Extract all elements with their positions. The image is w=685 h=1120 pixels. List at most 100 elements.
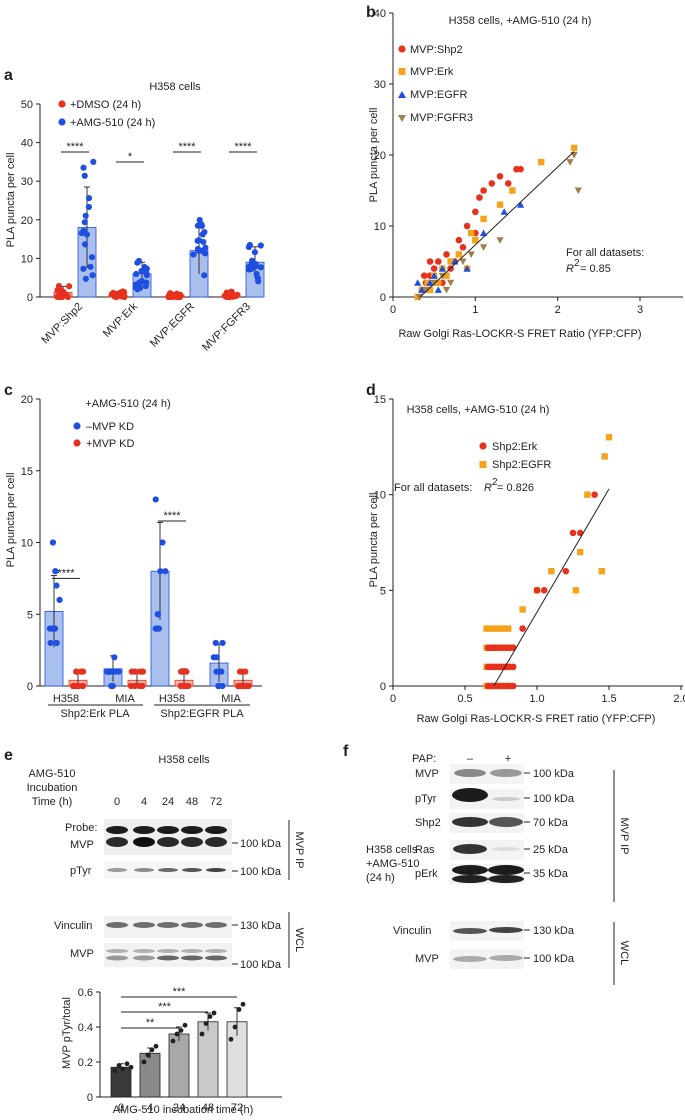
blot-band <box>157 922 179 928</box>
blot-row-label: pTyr <box>415 793 437 805</box>
data-point <box>211 1010 217 1016</box>
blot-band <box>158 868 178 872</box>
panel-d-xtick-label: 1.0 <box>529 693 544 705</box>
data-point <box>219 682 226 690</box>
scatter-point-shp2-erk <box>591 491 598 498</box>
panel-a-ytick-label: 0 <box>27 292 33 304</box>
wcl-mvp-label: MVP <box>70 948 94 960</box>
panel-label-a: a <box>4 67 13 84</box>
x-tick-label: MVP:Erk <box>101 300 141 340</box>
data-point <box>202 244 209 251</box>
scatter-point-MVP:FGFR3 <box>570 152 578 159</box>
panel-d-ytick-label: 10 <box>374 490 386 502</box>
panel-c-title: +AMG-510 (24 h) <box>85 398 170 410</box>
group-label: Shp2:Erk PLA <box>60 708 130 720</box>
data-point <box>66 283 73 290</box>
panel-a-chart: H358 cells PLA puncta per cell +DMSO (24… <box>5 81 265 354</box>
scatter-point-MVP:Erk <box>570 144 578 152</box>
data-point <box>212 639 219 647</box>
panel-a-ytick-label: 10 <box>21 253 33 265</box>
data-point <box>201 272 208 279</box>
blot-band <box>452 875 488 883</box>
x-tick-label: 72 <box>231 1102 243 1114</box>
scatter-point-shp2-erk <box>562 567 570 575</box>
x-tick-label: MIA <box>115 693 135 705</box>
scatter-point-shp2-egfr <box>584 491 591 498</box>
scatter-point-MVP:EGFR <box>517 201 525 208</box>
scatter-point-MVP:Shp2 <box>488 180 496 187</box>
data-point <box>120 1066 126 1072</box>
blot-band <box>133 949 155 953</box>
data-point <box>218 668 225 675</box>
panel-e-ip-label: MVP IP <box>293 831 305 868</box>
scatter-point-MVP:FGFR3 <box>574 187 582 195</box>
panel-b-ytick-label: 20 <box>374 150 386 162</box>
kda-label-2: 100 kDa <box>240 866 282 878</box>
legend-marker-shp2-egfr <box>479 461 487 468</box>
data-point <box>174 1031 180 1037</box>
data-point <box>182 1022 188 1028</box>
scatter-point-shp2-egfr <box>598 568 605 575</box>
scatter-point-MVP:Shp2 <box>434 258 442 265</box>
blot-band <box>205 837 227 847</box>
blot-band <box>452 865 488 875</box>
x-tick-label: 0 <box>118 1102 124 1114</box>
scatter-point-MVP:Shp2 <box>472 208 479 216</box>
panel-f-cells-3: (24 h) <box>366 872 395 884</box>
panel-d-ytick-label: 5 <box>380 585 386 597</box>
data-point <box>136 279 143 286</box>
kda-label-3: 130 kDa <box>240 920 282 932</box>
scatter-point-shp2-erk <box>519 625 526 632</box>
scatter-point-shp2-erk <box>509 682 517 690</box>
significance-label: ** <box>146 1017 155 1029</box>
scatter-point-shp2-erk <box>490 644 498 652</box>
blot-band <box>133 826 155 834</box>
panel-c-ylabel: PLA puncta per cell <box>5 473 17 568</box>
panel-b-annotation-2: = 0.85 <box>580 263 611 275</box>
blot-band <box>490 769 522 777</box>
panel-b-xtick-label: 2 <box>555 304 561 316</box>
data-point <box>49 539 57 546</box>
significance-label: **** <box>163 510 181 522</box>
data-point <box>190 251 197 258</box>
scatter-point-MVP:Erk <box>538 158 545 166</box>
legend-marker-mvp-egfr <box>398 91 406 98</box>
panel-e-header-3: Time (h) <box>32 796 73 808</box>
panel-a-ytick-label: 50 <box>21 99 33 111</box>
blot-row-label: MVP <box>415 953 439 965</box>
panel-b-r2-superscript: 2 <box>574 258 580 269</box>
data-point <box>111 668 119 675</box>
panel-d-r2-superscript: 2 <box>492 477 498 488</box>
data-point <box>162 568 169 575</box>
legend-label-plus-kd: +MVP KD <box>86 438 134 450</box>
blot-band <box>489 817 523 827</box>
panel-e-blots: H358 cells AMG-510 Incubation Time (h) 0… <box>27 754 305 971</box>
panel-e-quant-ytick-label: 0 <box>87 1092 93 1104</box>
data-point <box>153 1043 159 1049</box>
panel-d-r2-symbol: R <box>484 482 492 494</box>
pap-plus: + <box>505 753 511 765</box>
scatter-point-shp2-egfr <box>519 606 526 613</box>
panel-b-ytick-label: 30 <box>374 79 386 91</box>
legend-marker-amg <box>58 118 66 126</box>
panel-c-ytick-label: 0 <box>27 681 33 693</box>
kda-label-1: 100 kDa <box>240 838 282 850</box>
scatter-point-MVP:EGFR <box>418 286 426 293</box>
scatter-point-MVP:Erk <box>455 251 463 258</box>
blot-band <box>488 875 524 883</box>
blot-band <box>107 868 127 872</box>
data-point <box>85 195 93 202</box>
blot-row-label: Shp2 <box>415 817 441 829</box>
data-point <box>196 216 203 224</box>
data-point <box>128 1064 134 1070</box>
data-point <box>177 682 184 690</box>
data-point <box>53 582 60 589</box>
legend-marker-mvp-shp2 <box>398 45 406 53</box>
blot-strip-MVP <box>450 764 524 784</box>
data-point <box>141 1059 147 1065</box>
blot-band <box>157 955 179 961</box>
ptyr-label: pTyr <box>70 865 92 877</box>
kda-label: 70 kDa <box>533 817 569 829</box>
panel-a-ytick-label: 30 <box>21 176 33 188</box>
time-label-48: 48 <box>186 796 198 808</box>
